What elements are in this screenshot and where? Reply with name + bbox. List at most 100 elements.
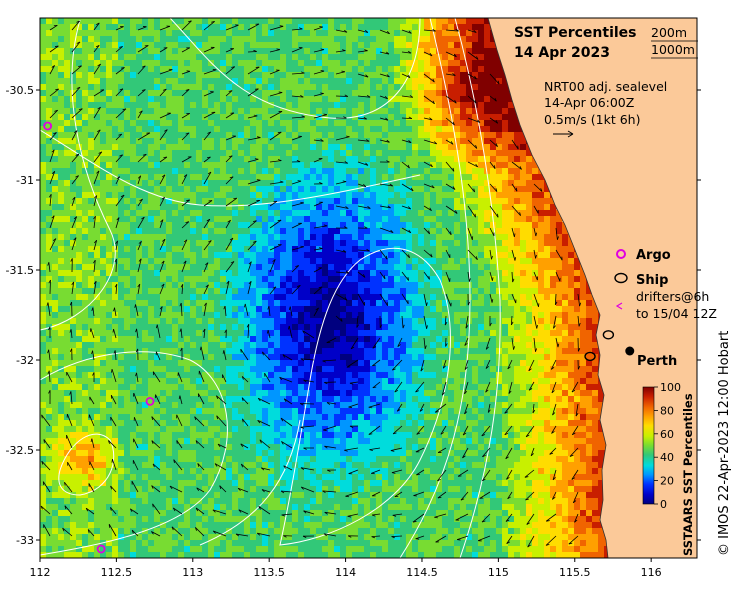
sst-cell xyxy=(550,330,557,337)
sst-cell xyxy=(160,258,167,265)
sst-cell xyxy=(346,246,353,253)
sst-cell xyxy=(208,312,215,319)
sst-cell xyxy=(280,306,287,313)
sst-cell xyxy=(208,144,215,151)
sst-cell xyxy=(424,18,431,25)
sst-cell xyxy=(304,366,311,373)
sst-cell xyxy=(226,48,233,55)
sst-cell xyxy=(382,36,389,43)
sst-cell xyxy=(496,222,503,229)
sst-cell xyxy=(190,330,197,337)
sst-cell xyxy=(472,120,479,127)
sst-cell xyxy=(238,264,245,271)
sst-cell xyxy=(112,324,119,331)
sst-cell xyxy=(154,30,161,37)
sst-cell xyxy=(382,306,389,313)
sst-cell xyxy=(508,264,515,271)
sst-cell xyxy=(274,120,281,127)
sst-cell xyxy=(268,360,275,367)
sst-cell xyxy=(304,30,311,37)
sst-cell xyxy=(280,42,287,49)
sst-cell xyxy=(490,84,497,91)
sst-cell xyxy=(418,96,425,103)
sst-cell xyxy=(106,168,113,175)
sst-cell xyxy=(514,138,521,145)
sst-cell xyxy=(358,348,365,355)
sst-cell xyxy=(190,312,197,319)
sst-cell xyxy=(310,126,317,133)
sst-cell xyxy=(130,72,137,79)
sst-cell xyxy=(298,240,305,247)
sst-cell xyxy=(454,180,461,187)
sst-cell xyxy=(574,312,581,319)
sst-cell xyxy=(130,168,137,175)
sst-cell xyxy=(406,18,413,25)
sst-cell xyxy=(202,132,209,139)
sst-cell xyxy=(118,348,125,355)
sst-cell xyxy=(196,312,203,319)
sst-cell xyxy=(442,264,449,271)
sst-cell xyxy=(364,72,371,79)
sst-cell xyxy=(304,318,311,325)
sst-cell xyxy=(310,96,317,103)
sst-cell xyxy=(460,312,467,319)
sst-cell xyxy=(484,192,491,199)
sst-cell xyxy=(58,66,65,73)
sst-cell xyxy=(484,240,491,247)
sst-cell xyxy=(238,204,245,211)
sst-cell xyxy=(232,78,239,85)
sst-cell xyxy=(118,42,125,49)
sst-cell xyxy=(556,264,563,271)
sst-cell xyxy=(214,96,221,103)
sst-cell xyxy=(178,66,185,73)
sst-cell xyxy=(124,216,131,223)
sst-cell xyxy=(154,186,161,193)
sst-cell xyxy=(448,204,455,211)
sst-cell xyxy=(418,198,425,205)
sst-cell xyxy=(76,144,83,151)
sst-cell xyxy=(424,312,431,319)
sst-cell xyxy=(130,102,137,109)
sst-cell xyxy=(52,150,59,157)
sst-cell xyxy=(274,72,281,79)
sst-cell xyxy=(256,138,263,145)
sst-cell xyxy=(76,186,83,193)
sst-cell xyxy=(160,288,167,295)
sst-cell xyxy=(520,192,527,199)
sst-cell xyxy=(88,234,95,241)
sst-cell xyxy=(400,282,407,289)
sst-cell xyxy=(178,180,185,187)
sst-cell xyxy=(40,60,47,67)
sst-cell xyxy=(496,294,503,301)
sst-cell xyxy=(244,180,251,187)
sst-cell xyxy=(358,150,365,157)
sst-cell xyxy=(442,66,449,73)
sst-cell xyxy=(538,276,545,283)
sst-cell xyxy=(496,162,503,169)
sst-cell xyxy=(502,336,509,343)
sst-cell xyxy=(292,168,299,175)
sst-cell xyxy=(352,234,359,241)
sst-cell xyxy=(46,156,53,163)
sst-cell xyxy=(100,234,107,241)
sst-cell xyxy=(412,42,419,49)
sst-cell xyxy=(460,66,467,73)
sst-cell xyxy=(352,246,359,253)
sst-cell xyxy=(52,222,59,229)
sst-cell xyxy=(46,174,53,181)
sst-cell xyxy=(454,54,461,61)
sst-cell xyxy=(406,192,413,199)
sst-cell xyxy=(280,312,287,319)
sst-cell xyxy=(208,216,215,223)
sst-cell xyxy=(562,276,569,283)
sst-cell xyxy=(238,72,245,79)
sst-cell xyxy=(226,222,233,229)
sst-cell xyxy=(268,48,275,55)
sst-cell xyxy=(232,162,239,169)
sst-cell xyxy=(40,120,47,127)
sst-cell xyxy=(382,318,389,325)
sst-cell xyxy=(214,168,221,175)
sst-cell xyxy=(310,30,317,37)
sst-cell xyxy=(214,120,221,127)
sst-cell xyxy=(310,366,317,373)
